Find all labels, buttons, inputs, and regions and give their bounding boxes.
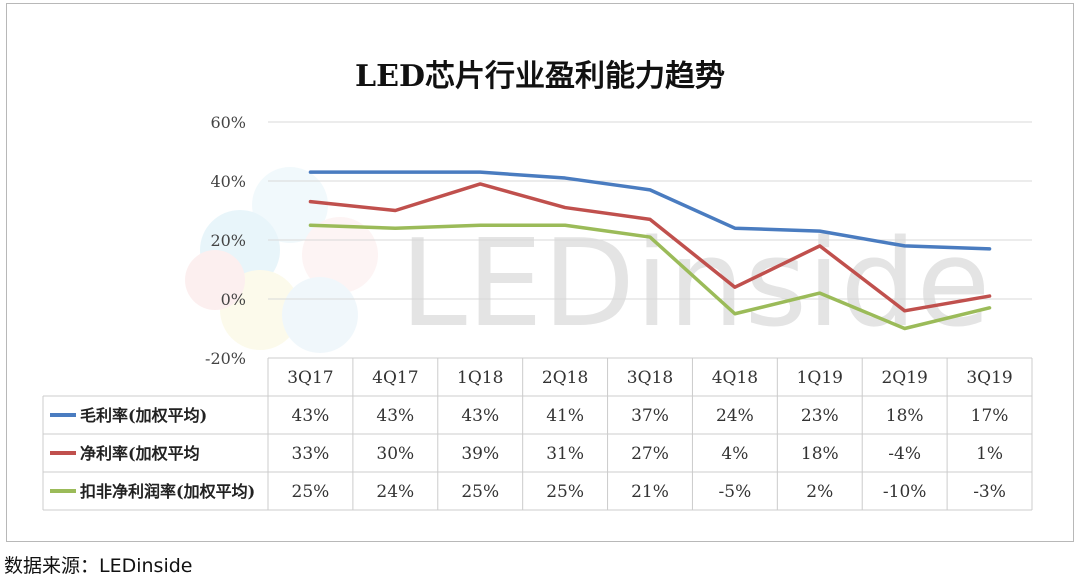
data-label: 25% [292, 482, 330, 502]
x-tick-label: 3Q17 [287, 368, 333, 388]
data-label: 18% [801, 444, 839, 464]
data-label: 43% [461, 406, 499, 426]
series-line-1 [308, 170, 992, 251]
x-tick-label: 2Q19 [881, 368, 927, 388]
data-label: 41% [546, 406, 584, 426]
x-tick-label: 3Q18 [627, 368, 673, 388]
data-label: -10% [883, 482, 927, 502]
y-tick-label: 60% [210, 113, 246, 132]
data-label: 23% [801, 406, 839, 426]
data-label: 17% [971, 406, 1009, 426]
chart-frame [6, 3, 1074, 542]
y-tick-label: 20% [210, 231, 246, 250]
x-tick-label: 1Q18 [457, 368, 503, 388]
data-label: 24% [376, 482, 414, 502]
data-label: 39% [461, 444, 499, 464]
data-label: 30% [376, 444, 414, 464]
data-label: 27% [631, 444, 669, 464]
data-label: -3% [973, 482, 1006, 502]
series-line-2 [308, 182, 992, 313]
data-label: 31% [546, 444, 584, 464]
legend-label: 毛利率(加权平均) [80, 406, 207, 425]
watermark-logo [185, 167, 378, 353]
data-label: -4% [888, 444, 921, 464]
data-label: 4% [721, 444, 748, 464]
y-tick-label: 0% [221, 290, 246, 309]
watermark-text: LEDinside [400, 215, 990, 354]
data-label: 21% [631, 482, 669, 502]
data-label: -5% [719, 482, 752, 502]
data-label: 2% [806, 482, 833, 502]
chart-title: LED芯片行业盈利能力趋势 [355, 59, 725, 94]
data-label: 1% [976, 444, 1003, 464]
series-line-3 [308, 223, 992, 331]
legend-label: 净利率(加权平均 [80, 444, 200, 463]
y-tick-label: 40% [210, 172, 246, 191]
x-tick-label: 1Q19 [797, 368, 843, 388]
y-tick-label: -20% [205, 349, 246, 368]
x-tick-label: 4Q17 [372, 368, 418, 388]
x-tick-label: 3Q19 [966, 368, 1012, 388]
x-tick-label: 2Q18 [542, 368, 588, 388]
data-label: 33% [292, 444, 330, 464]
data-label: 37% [631, 406, 669, 426]
data-label: 43% [376, 406, 414, 426]
data-label: 43% [292, 406, 330, 426]
data-label: 24% [716, 406, 754, 426]
x-tick-label: 4Q18 [712, 368, 758, 388]
data-label: 25% [461, 482, 499, 502]
data-label: 18% [886, 406, 924, 426]
data-label: 25% [546, 482, 584, 502]
legend-label: 扣非净利润率(加权平均) [80, 482, 255, 501]
source-note: 数据来源：LEDinside [4, 555, 193, 577]
